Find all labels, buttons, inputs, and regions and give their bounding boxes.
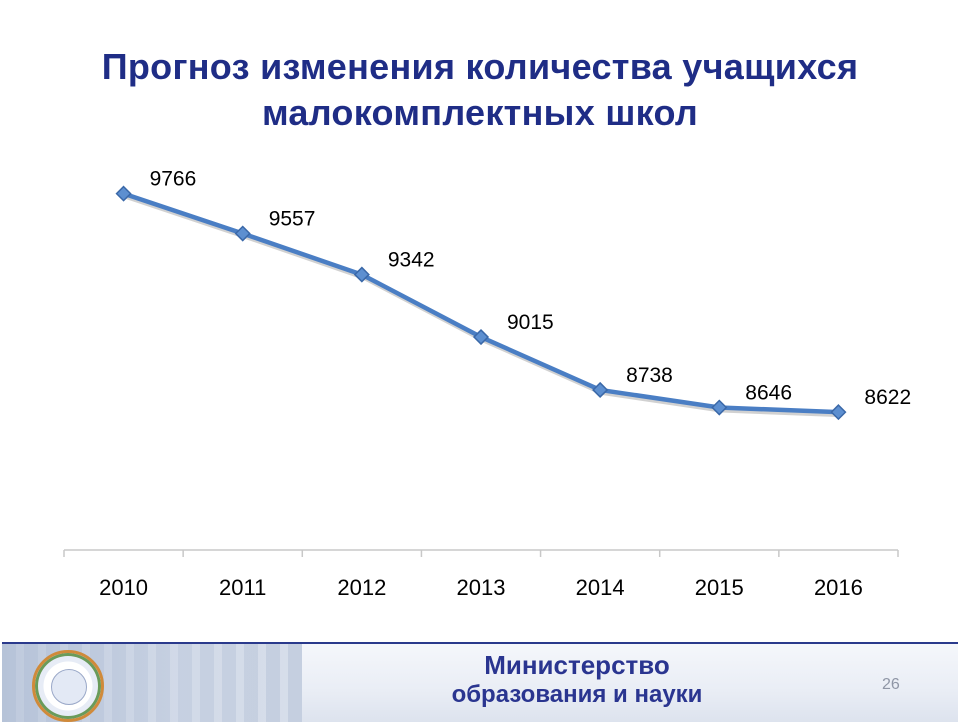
data-label: 9342 <box>388 249 435 272</box>
data-point-marker <box>830 404 847 421</box>
ministry-line-1: Министерство <box>484 650 670 680</box>
page-number: 26 <box>882 676 900 693</box>
x-tick-label: 2013 <box>457 575 506 600</box>
slide-title-line-2: малокомплектных школ <box>261 92 699 133</box>
data-label: 8738 <box>626 364 673 387</box>
data-label: 9766 <box>150 168 197 191</box>
data-label: 9557 <box>269 208 316 231</box>
x-tick-label: 2014 <box>576 575 625 600</box>
x-tick-label: 2010 <box>99 575 148 600</box>
data-label: 8622 <box>864 386 911 409</box>
data-point-marker <box>115 185 132 202</box>
data-point-marker <box>234 225 251 242</box>
line-chart: 2010 2011 2012 2013 2014 2015 2016 9766 9557 9342… <box>63 168 911 600</box>
emblem-center <box>51 669 87 705</box>
data-point-marker <box>353 266 370 283</box>
ministry-line-2: образования и науки <box>451 681 703 708</box>
data-point-marker <box>711 399 728 416</box>
x-tick-label: 2012 <box>337 575 386 600</box>
x-tick-label: 2011 <box>219 575 266 600</box>
footer-banner: Министерство образования и науки 26 <box>2 642 958 722</box>
slide-title: Прогноз изменения количества учащихся ма… <box>0 44 960 136</box>
data-label: 8646 <box>745 382 792 405</box>
x-tick-label: 2015 <box>695 575 744 600</box>
ministry-name: Министерство образования и науки <box>422 650 732 710</box>
series-line <box>121 191 841 415</box>
emblem-logo <box>32 650 104 722</box>
data-point-marker <box>592 381 609 399</box>
data-label: 9015 <box>507 311 554 334</box>
x-tick-label: 2016 <box>814 575 863 600</box>
data-point-marker <box>472 328 490 346</box>
slide-title-line-1: Прогноз изменения количества учащихся <box>101 46 859 87</box>
